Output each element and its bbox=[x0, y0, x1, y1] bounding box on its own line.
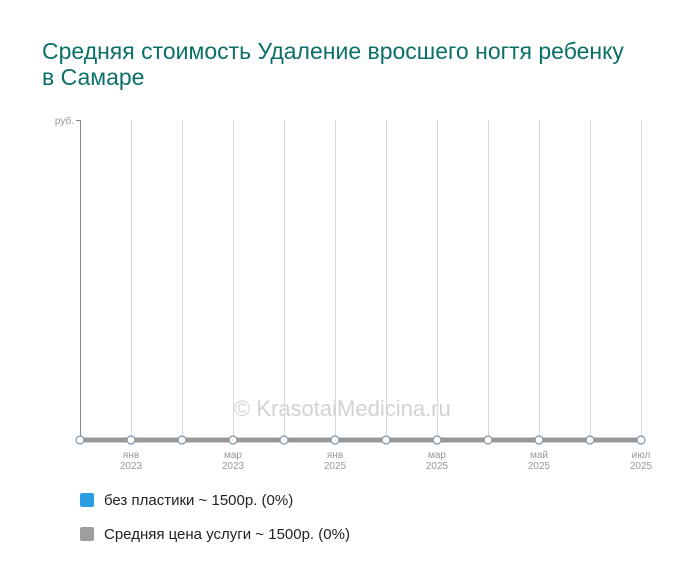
legend-swatch-icon bbox=[80, 493, 94, 507]
legend: без пластики ~ 1500р. (0%) Средняя цена … bbox=[80, 490, 350, 558]
legend-item-bez-plastiki[interactable]: без пластики ~ 1500р. (0%) bbox=[80, 490, 350, 510]
x-tick-month: мар bbox=[224, 450, 242, 461]
x-tick-year: 2023 bbox=[222, 461, 245, 472]
watermark: © KrasotaiMedicina.ru bbox=[234, 396, 451, 421]
x-tick-year: 2025 bbox=[324, 461, 347, 472]
legend-label: Средняя цена услуги ~ 1500р. (0%) bbox=[104, 525, 350, 543]
x-tick-month: мар bbox=[428, 450, 446, 461]
x-tick-month: май bbox=[530, 450, 548, 461]
legend-item-average-price[interactable]: Средняя цена услуги ~ 1500р. (0%) bbox=[80, 524, 350, 544]
x-tick-month: янв bbox=[327, 450, 343, 461]
y-axis-label: руб. bbox=[55, 115, 74, 127]
x-tick-month: июл bbox=[632, 450, 651, 461]
x-tick-year: 2025 bbox=[630, 461, 653, 472]
x-tick-year: 2023 bbox=[120, 461, 143, 472]
data-points bbox=[75, 435, 646, 445]
x-tick-year: 2025 bbox=[426, 461, 449, 472]
chart-title: Средняя стоимость Удаление вросшего ногт… bbox=[42, 38, 624, 90]
x-tick-month: янв bbox=[123, 450, 139, 461]
x-tick-labels: янв 2023 мар 2023 янв 2025 мар 2025 май … bbox=[120, 450, 653, 472]
legend-swatch-icon bbox=[80, 527, 94, 541]
legend-label: без пластики ~ 1500р. (0%) bbox=[104, 491, 294, 509]
x-tick-year: 2025 bbox=[528, 461, 551, 472]
y-axis bbox=[76, 120, 81, 440]
gridlines bbox=[131, 120, 642, 440]
